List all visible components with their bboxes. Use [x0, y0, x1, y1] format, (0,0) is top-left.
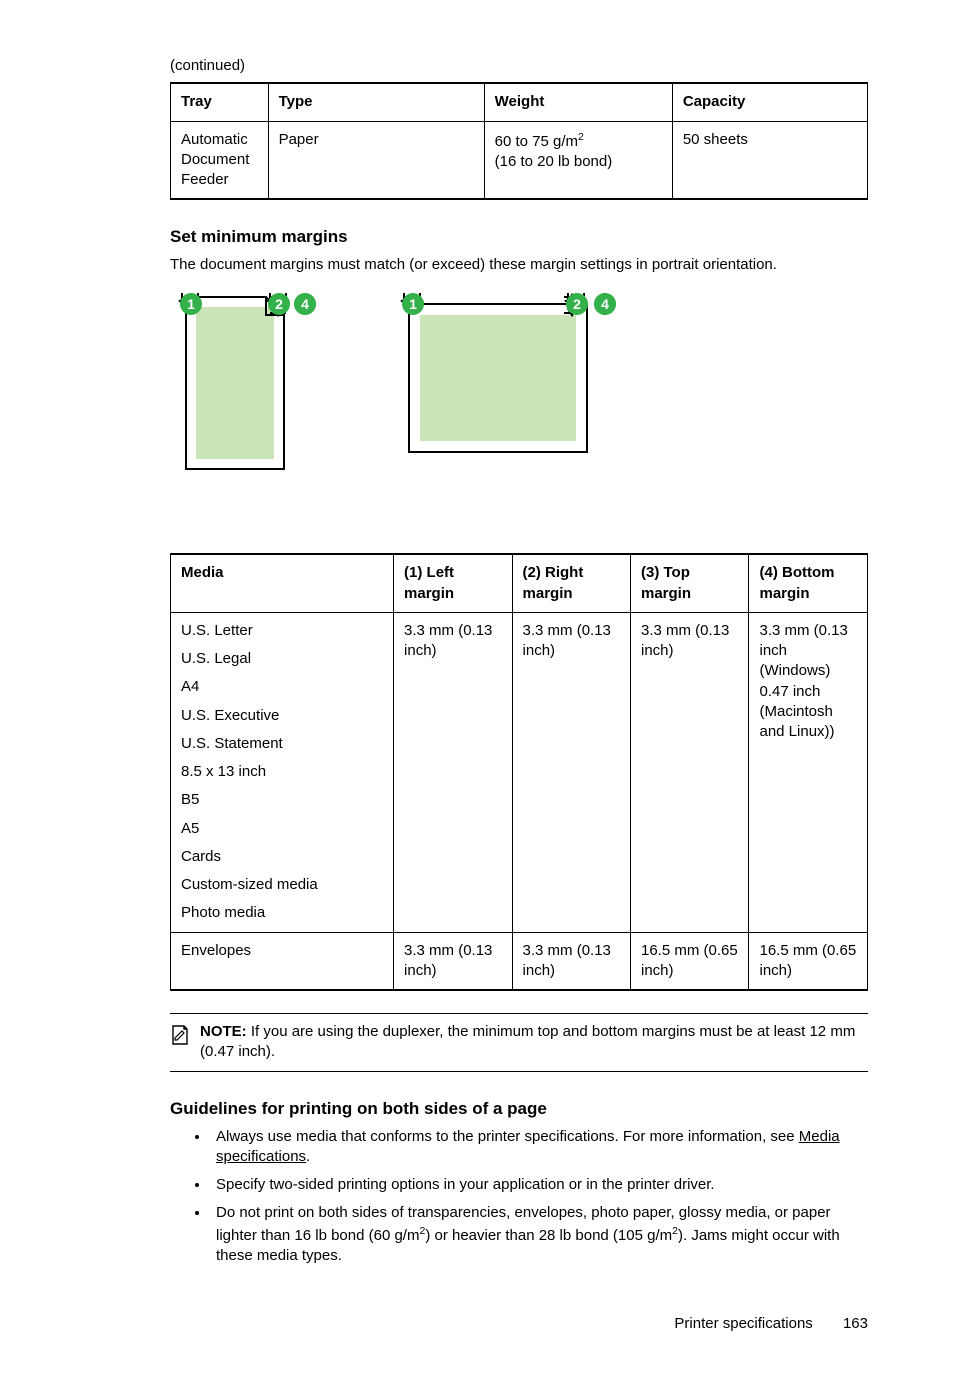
margin-diagram-left: 3 4: [170, 293, 340, 523]
cell-left-margin: 3.3 mm (0.13 inch): [394, 612, 512, 932]
cell-media: Envelopes: [171, 932, 394, 990]
cell-right-margin: 3.3 mm (0.13 inch): [512, 612, 630, 932]
col-top-margin: (3) Top margin: [631, 554, 749, 612]
col-type: Type: [268, 83, 484, 121]
margin-diagrams: 3 4: [170, 293, 868, 523]
list-item: Specify two-sided printing options in yo…: [210, 1175, 868, 1195]
col-bottom-margin: (4) Bottom margin: [749, 554, 868, 612]
list-item: Do not print on both sides of transparen…: [210, 1203, 868, 1266]
cell-bottom-margin: 3.3 mm (0.13 inch (Windows) 0.47 inch (M…: [749, 612, 868, 932]
cell-media: U.S. LetterU.S. LegalA4U.S. ExecutiveU.S…: [171, 612, 394, 932]
col-weight: Weight: [484, 83, 672, 121]
col-right-margin: (2) Right margin: [512, 554, 630, 612]
cell-bottom-margin: 16.5 mm (0.65 inch): [749, 932, 868, 990]
duplex-guidelines: Always use media that conforms to the pr…: [170, 1127, 868, 1267]
table-row: Media (1) Left margin (2) Right margin (…: [171, 554, 868, 612]
margins-heading: Set minimum margins: [170, 226, 868, 249]
page-footer: Printer specifications 163: [170, 1314, 868, 1334]
tray-table: Tray Type Weight Capacity Automatic Docu…: [170, 82, 868, 200]
cell-top-margin: 3.3 mm (0.13 inch): [631, 612, 749, 932]
cell-capacity: 50 sheets: [672, 121, 867, 199]
list-item: Always use media that conforms to the pr…: [210, 1127, 868, 1168]
cell-right-margin: 3.3 mm (0.13 inch): [512, 932, 630, 990]
table-row: Tray Type Weight Capacity: [171, 83, 868, 121]
callout-bottom: 4: [594, 293, 616, 315]
margins-table: Media (1) Left margin (2) Right margin (…: [170, 553, 868, 991]
note-box: NOTE: If you are using the duplexer, the…: [170, 1014, 868, 1072]
footer-section: Printer specifications: [674, 1315, 812, 1332]
col-tray: Tray: [171, 83, 269, 121]
duplex-heading: Guidelines for printing on both sides of…: [170, 1098, 868, 1121]
cell-type: Paper: [268, 121, 484, 199]
cell-top-margin: 16.5 mm (0.65 inch): [631, 932, 749, 990]
footer-page-number: 163: [843, 1314, 868, 1334]
margins-intro: The document margins must match (or exce…: [170, 255, 868, 275]
table-row: Automatic Document Feeder Paper 60 to 75…: [171, 121, 868, 199]
cell-weight: 60 to 75 g/m2 (16 to 20 lb bond): [484, 121, 672, 199]
cell-tray: Automatic Document Feeder: [171, 121, 269, 199]
note-text: NOTE: If you are using the duplexer, the…: [200, 1022, 868, 1063]
note-icon: [170, 1024, 190, 1052]
col-capacity: Capacity: [672, 83, 867, 121]
table-row: Envelopes3.3 mm (0.13 inch)3.3 mm (0.13 …: [171, 932, 868, 990]
page-outline-icon: [170, 293, 340, 523]
table-row: U.S. LetterU.S. LegalA4U.S. ExecutiveU.S…: [171, 612, 868, 932]
col-left-margin: (1) Left margin: [394, 554, 512, 612]
col-media: Media: [171, 554, 394, 612]
continued-label: (continued): [170, 56, 868, 76]
cell-left-margin: 3.3 mm (0.13 inch): [394, 932, 512, 990]
margin-diagram-right: 3 4: [396, 293, 626, 523]
